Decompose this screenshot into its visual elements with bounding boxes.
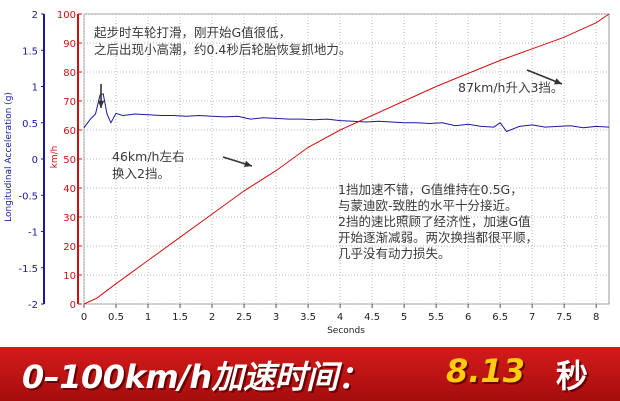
x-tick-label: 7 [529,312,535,323]
y-right-tick-label: 30 [63,213,76,224]
y-right-tick-label: 60 [63,126,76,137]
annotations: 起步时车轮打滑，刚开始G值很低， 之后出现小高潮，约0.4秒后轮胎恢复抓地力。 87… [94,25,563,261]
x-tick-label: 1 [145,312,151,323]
series-lines [83,13,610,305]
y-left-tick-label: -1 [28,228,38,239]
x-tick-label: 5 [401,312,407,323]
y-left-tick-label: -2 [28,300,38,311]
annotation-text: 87km/h升入3挡。 [458,80,563,95]
annotation-text: 起步时车轮打滑，刚开始G值很低， [94,25,291,40]
x-tick-label: 0 [81,312,87,323]
banner-unit: 秒 [556,357,589,395]
annotation-text: 1挡加速不错，G值维持在0.5G， [338,182,523,197]
y-left-axis-title: Longitudinal Acceleration (g) [4,92,14,222]
y-right-tick-label: 50 [63,155,76,166]
y-right-tick-label: 80 [63,68,76,79]
annotation-text: 与蒙迪欧-致胜的水平十分接近。 [338,198,518,213]
y-right-tick-label: 10 [63,271,76,282]
acceleration-chart: 0 0.5 1 1.5 2 2.5 3 3.5 4 4.5 5 5.5 6 6.5 7 7.5 81009080… [4,10,610,336]
annotation-text: 换入2挡。 [112,166,170,181]
x-tick-label: 5.5 [428,312,444,323]
speed-line [83,13,610,305]
y-left-tick-label: -0.5 [18,191,38,202]
arrow-tip-third-gear [554,78,562,85]
y-right-tick-label: 70 [63,97,76,108]
x-tick-label: 4 [337,312,343,323]
tick-labels: 0 0.5 1 1.5 2 2.5 3 3.5 4 4.5 5 5.5 6 6.5 7 7.5 81009080… [18,10,599,323]
annotation-arrows [97,69,563,167]
annotation-text: 开始逐渐减弱。两次换挡都很平顺， [338,230,538,245]
y-left-tick-label: 1 [32,83,38,94]
x-tick-label: 6.5 [492,312,508,323]
y-right-tick-label: 100 [57,10,76,21]
x-tick-label: 3 [273,312,279,323]
y-right-tick-label: 0 [70,300,76,311]
arrow-tip-second-gear [244,160,252,167]
acceleration-line [83,93,610,133]
x-axis-title: Seconds [327,326,365,336]
y-left-tick-label: 0 [32,155,38,166]
y-left-tick-label: -1.5 [18,264,38,275]
annotation-text: 之后出现小高潮，约0.4秒后轮胎恢复抓地力。 [94,42,351,57]
banner-label: 0–100km/h加速时间： [22,358,370,396]
y-right-tick-label: 40 [63,184,76,195]
y-right-tick-label: 20 [63,242,76,253]
y-right-tick-label: 90 [63,39,76,50]
grid-lines [83,13,609,305]
x-tick-label: 4.5 [364,312,380,323]
y-right-axis-title: km/h [50,146,60,169]
x-tick-label: 7.5 [556,312,572,323]
y-left-tick-label: 1.5 [22,46,38,57]
axes [41,13,597,308]
annotation-text: 2挡的速比照顾了经济性，加速G值 [338,214,531,229]
x-tick-label: 1.5 [172,312,188,323]
banner-value: 8.13 [446,352,525,390]
x-tick-label: 8 [593,312,599,323]
y-left-tick-label: 2 [32,10,38,21]
y-left-tick-label: 0.5 [22,119,38,130]
x-tick-label: 2.5 [236,312,252,323]
x-tick-label: 3.5 [300,312,316,323]
x-tick-label: 0.5 [108,312,124,323]
annotation-text: 几乎没有动力损失。 [338,246,451,261]
result-banner: 0–100km/h加速时间： 8.13 秒 [0,347,620,401]
annotation-text: 46km/h左右 [112,149,184,164]
x-tick-label: 2 [209,312,215,323]
arrow-tip-launch [97,100,105,108]
x-tick-label: 6 [465,312,471,323]
